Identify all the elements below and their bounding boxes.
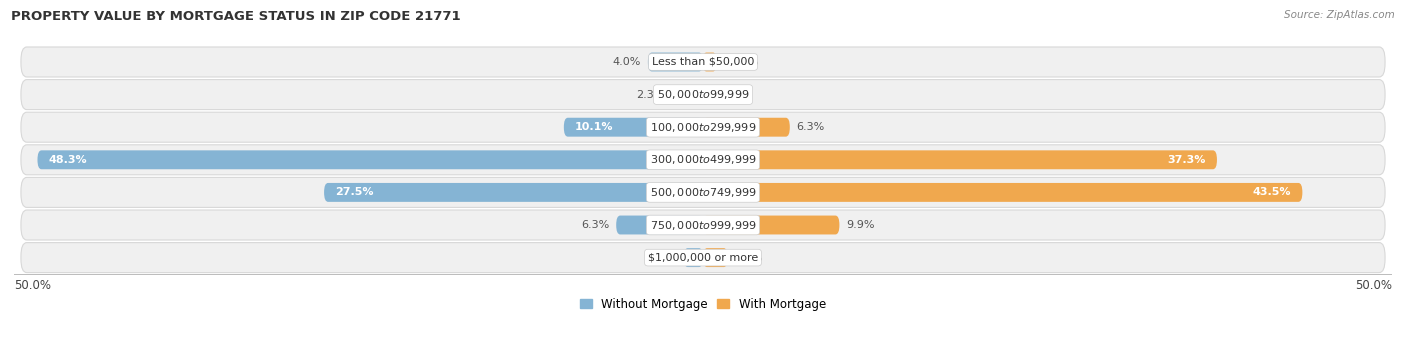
FancyBboxPatch shape: [21, 177, 1385, 207]
Text: 2.3%: 2.3%: [636, 90, 665, 100]
FancyBboxPatch shape: [703, 150, 1218, 169]
FancyBboxPatch shape: [564, 118, 703, 137]
Text: 10.1%: 10.1%: [575, 122, 613, 132]
FancyBboxPatch shape: [648, 53, 703, 71]
FancyBboxPatch shape: [21, 210, 1385, 240]
Text: 27.5%: 27.5%: [335, 187, 374, 198]
Text: $100,000 to $299,999: $100,000 to $299,999: [650, 121, 756, 134]
FancyBboxPatch shape: [38, 150, 703, 169]
Text: $300,000 to $499,999: $300,000 to $499,999: [650, 153, 756, 166]
Text: 9.9%: 9.9%: [846, 220, 875, 230]
Text: $50,000 to $99,999: $50,000 to $99,999: [657, 88, 749, 101]
FancyBboxPatch shape: [703, 85, 707, 104]
Text: Less than $50,000: Less than $50,000: [652, 57, 754, 67]
FancyBboxPatch shape: [703, 118, 790, 137]
FancyBboxPatch shape: [21, 112, 1385, 142]
Text: 6.3%: 6.3%: [797, 122, 825, 132]
FancyBboxPatch shape: [21, 47, 1385, 77]
Text: $750,000 to $999,999: $750,000 to $999,999: [650, 219, 756, 232]
Text: Source: ZipAtlas.com: Source: ZipAtlas.com: [1284, 10, 1395, 20]
FancyBboxPatch shape: [21, 243, 1385, 273]
Text: 0.97%: 0.97%: [723, 57, 759, 67]
Text: 43.5%: 43.5%: [1253, 187, 1291, 198]
FancyBboxPatch shape: [703, 53, 717, 71]
Text: PROPERTY VALUE BY MORTGAGE STATUS IN ZIP CODE 21771: PROPERTY VALUE BY MORTGAGE STATUS IN ZIP…: [11, 10, 461, 23]
Text: 1.4%: 1.4%: [648, 253, 676, 262]
Text: 37.3%: 37.3%: [1167, 155, 1206, 165]
Text: $500,000 to $749,999: $500,000 to $749,999: [650, 186, 756, 199]
FancyBboxPatch shape: [703, 248, 728, 267]
FancyBboxPatch shape: [703, 216, 839, 235]
FancyBboxPatch shape: [323, 183, 703, 202]
FancyBboxPatch shape: [703, 183, 1302, 202]
Text: $1,000,000 or more: $1,000,000 or more: [648, 253, 758, 262]
Text: 0.27%: 0.27%: [714, 90, 749, 100]
FancyBboxPatch shape: [21, 80, 1385, 109]
Text: 6.3%: 6.3%: [581, 220, 609, 230]
Text: 4.0%: 4.0%: [613, 57, 641, 67]
FancyBboxPatch shape: [671, 85, 703, 104]
Text: 48.3%: 48.3%: [48, 155, 87, 165]
FancyBboxPatch shape: [21, 145, 1385, 175]
Text: 50.0%: 50.0%: [1355, 279, 1392, 292]
Text: 1.8%: 1.8%: [735, 253, 763, 262]
Legend: Without Mortgage, With Mortgage: Without Mortgage, With Mortgage: [575, 293, 831, 316]
FancyBboxPatch shape: [616, 216, 703, 235]
Text: 50.0%: 50.0%: [14, 279, 51, 292]
FancyBboxPatch shape: [683, 248, 703, 267]
